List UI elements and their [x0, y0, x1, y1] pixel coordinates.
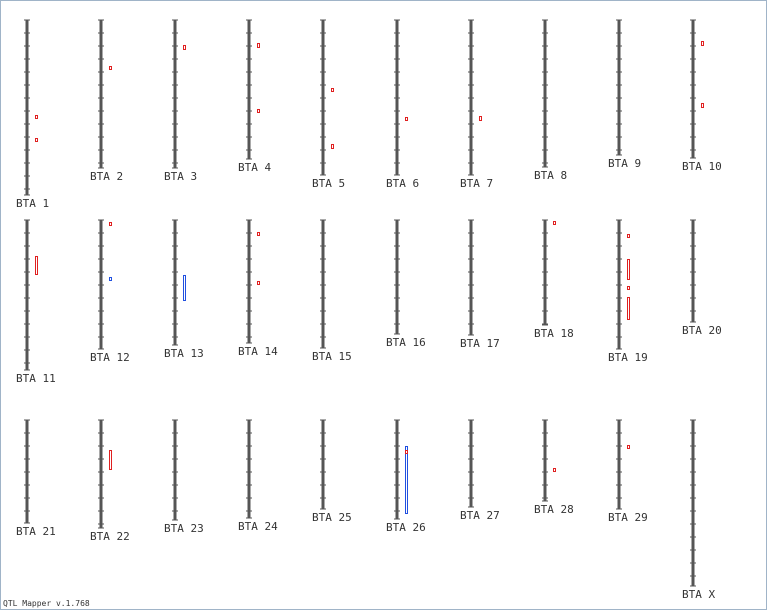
qtl-marker: [183, 275, 186, 301]
qtl-marker: [627, 234, 630, 238]
qtl-marker: [405, 446, 408, 514]
chromosome-label: BTA 19: [608, 351, 648, 364]
chromosome-label: BTA 13: [164, 347, 204, 360]
chromosome-label: BTA X: [682, 588, 715, 601]
chromosome-label: BTA 8: [534, 169, 567, 182]
qtl-marker: [627, 445, 630, 449]
qtl-marker: [405, 450, 408, 454]
chromosome-label: BTA 15: [312, 350, 352, 363]
qtl-marker: [331, 144, 334, 149]
qtl-marker: [627, 297, 630, 320]
qtl-marker: [553, 468, 556, 472]
chromosome-label: BTA 2: [90, 170, 123, 183]
chromosome-label: BTA 5: [312, 177, 345, 190]
qtl-marker: [35, 138, 38, 142]
qtl-marker: [35, 115, 38, 119]
qtl-marker: [701, 103, 704, 108]
qtl-marker: [109, 66, 112, 70]
qtl-marker: [257, 281, 260, 285]
chromosome-label: BTA 29: [608, 511, 648, 524]
chromosome-label: BTA 25: [312, 511, 352, 524]
chromosome-label: BTA 4: [238, 161, 271, 174]
chromosome-label: BTA 21: [16, 525, 56, 538]
chromosome-label: BTA 28: [534, 503, 574, 516]
qtl-marker: [109, 450, 112, 470]
chromosome-label: BTA 3: [164, 170, 197, 183]
chromosome-label: BTA 12: [90, 351, 130, 364]
chromosome-label: BTA 9: [608, 157, 641, 170]
chromosome-label: BTA 22: [90, 530, 130, 543]
chromosome-label: BTA 14: [238, 345, 278, 358]
chromosome-label: BTA 11: [16, 372, 56, 385]
chromosome-label: BTA 26: [386, 521, 426, 534]
qtl-marker: [257, 43, 260, 48]
chromosome-label: BTA 6: [386, 177, 419, 190]
qtl-marker: [627, 286, 630, 290]
qtl-marker: [553, 221, 556, 225]
chromosome-label: BTA 7: [460, 177, 493, 190]
chromosome-label: BTA 23: [164, 522, 204, 535]
chromosome-label: BTA 27: [460, 509, 500, 522]
chromosome-label: BTA 17: [460, 337, 500, 350]
chromosome-label: BTA 10: [682, 160, 722, 173]
qtl-marker: [479, 116, 482, 121]
qtl-marker: [701, 41, 704, 46]
qtl-marker: [257, 232, 260, 236]
footer: QTL Mapper v.1.768: [3, 599, 90, 608]
qtl-marker: [331, 88, 334, 92]
chromosome-label: BTA 24: [238, 520, 278, 533]
chromosome-label: BTA 20: [682, 324, 722, 337]
chromosome-label: BTA 18: [534, 327, 574, 340]
qtl-marker: [183, 45, 186, 50]
qtl-marker: [109, 222, 112, 226]
chromosome-label: BTA 1: [16, 197, 49, 210]
qtl-marker: [109, 277, 112, 281]
qtl-marker: [627, 259, 630, 280]
qtl-marker: [35, 256, 38, 275]
qtl-marker: [257, 109, 260, 113]
qtl-marker: [405, 117, 408, 121]
chromosome-label: BTA 16: [386, 336, 426, 349]
